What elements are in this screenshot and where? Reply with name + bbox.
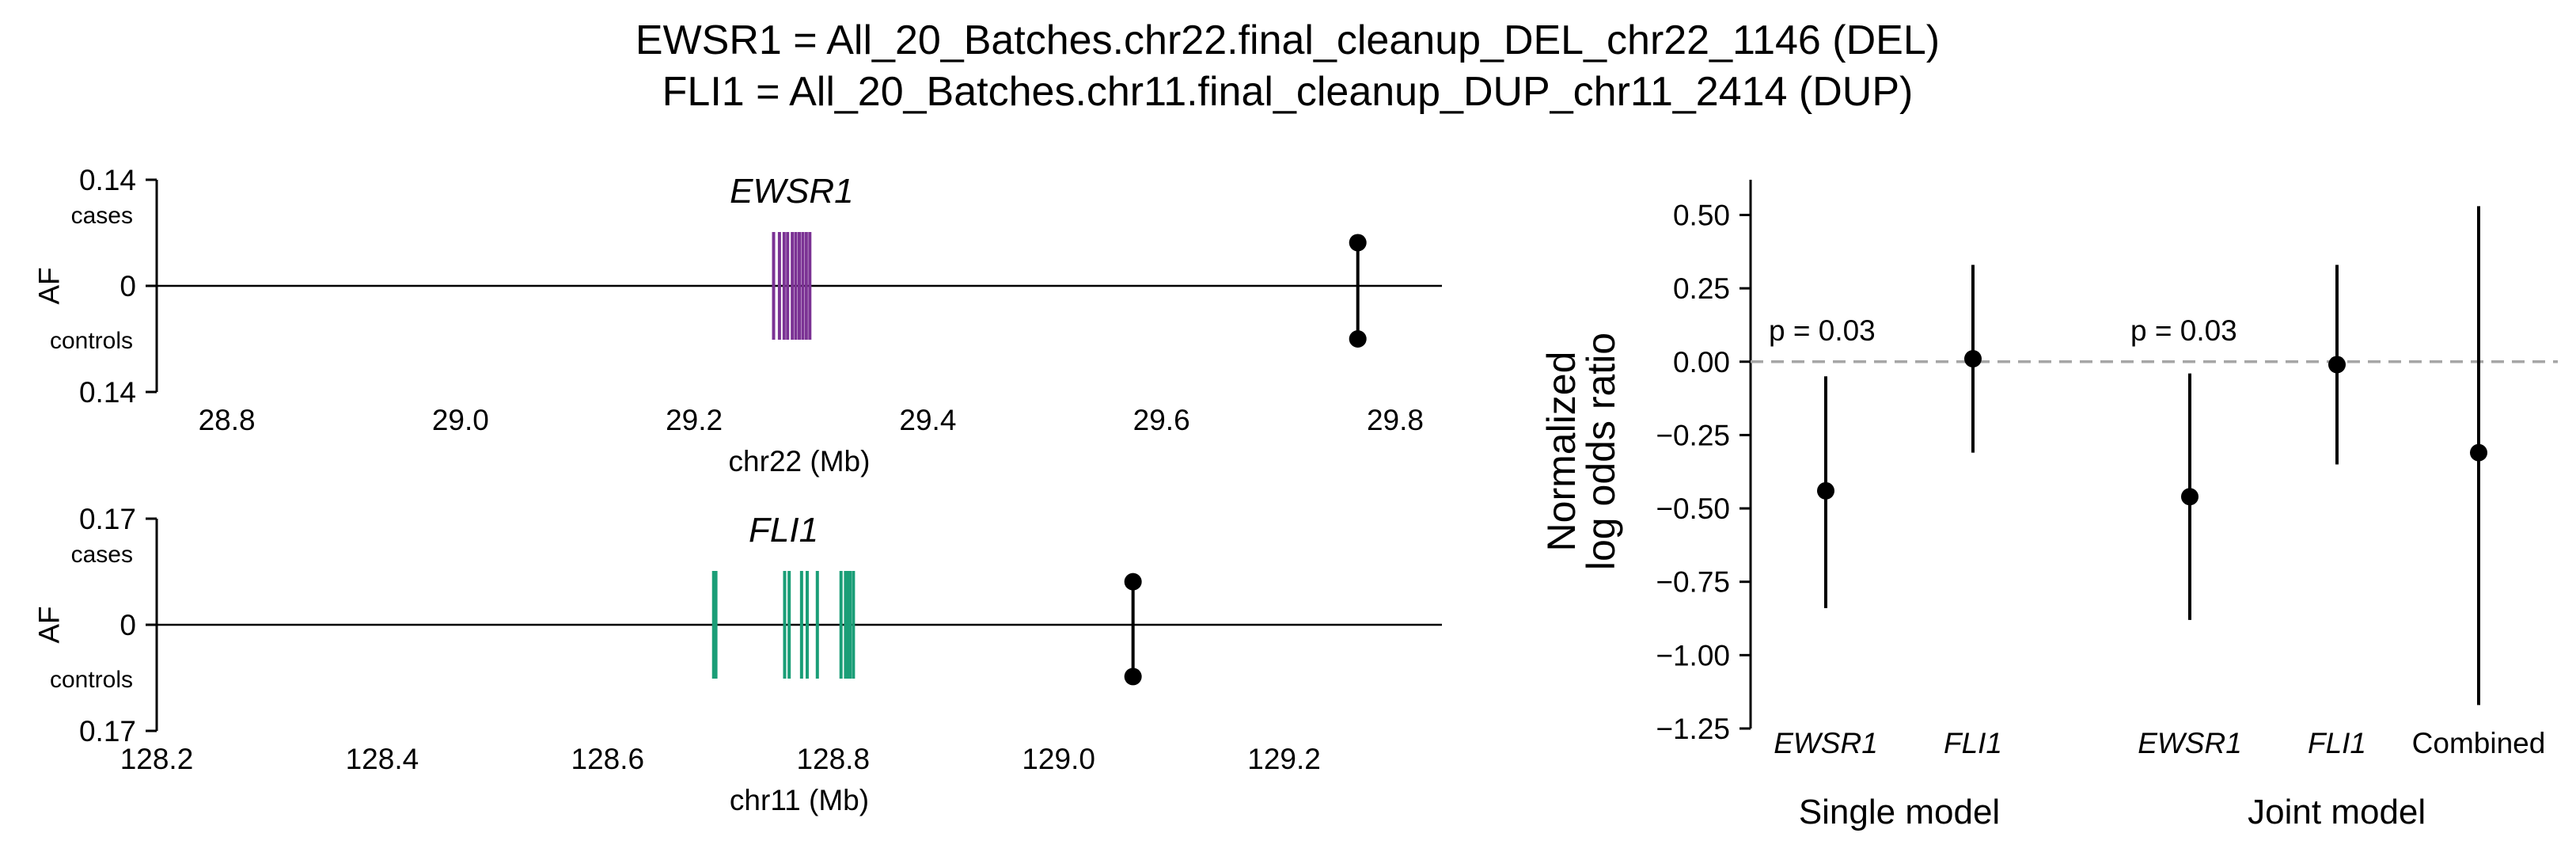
title-line-2: FLI1 = All_20_Batches.chr11.final_cleanu…	[662, 69, 1914, 115]
x-tick-label: 29.6	[1133, 404, 1190, 436]
y-axis-label: AF	[33, 267, 66, 304]
p-value-label: p = 0.03	[2130, 314, 2237, 347]
y-tick-label: 0.17	[79, 715, 136, 748]
estimate-point	[2181, 488, 2199, 506]
y-axis-label-line-1: Normalized	[1539, 352, 1584, 552]
cases-af-point	[1124, 573, 1142, 591]
x-tick-label: 128.6	[571, 743, 645, 775]
x-category-label: FLI1	[1944, 727, 2002, 759]
y-tick-label: −0.75	[1656, 566, 1730, 599]
title-line-1: EWSR1 = All_20_Batches.chr22.final_clean…	[635, 17, 1940, 63]
y-tick-label: 0	[120, 270, 136, 302]
x-category-label: EWSR1	[1774, 727, 1878, 759]
x-tick-label: 29.4	[899, 404, 956, 436]
x-tick-label: 28.8	[199, 404, 256, 436]
controls-af-point	[1349, 330, 1367, 348]
y-axis-label: AF	[33, 606, 66, 643]
y-tick-label: 0.50	[1673, 199, 1730, 231]
x-axis-label: chr22 (Mb)	[729, 445, 871, 477]
y-tick-label: 0.14	[79, 164, 136, 196]
ewsr1-locus-panel: 0.14 0 0.14 cases controls AF 28.8 29.0 29.2 29.4…	[33, 164, 1442, 477]
gene-label: FLI1	[749, 511, 818, 550]
cases-af-point	[1349, 234, 1367, 252]
y-tick-label: −1.00	[1656, 639, 1730, 671]
y-tick-label: 0	[120, 609, 136, 641]
x-category-label: Combined	[2412, 727, 2546, 759]
x-tick-label: 128.8	[796, 743, 870, 775]
controls-af-point	[1124, 668, 1142, 686]
x-category-label: FLI1	[2308, 727, 2366, 759]
fli1-locus-panel: 0.17 0 0.17 cases controls AF 128.2 128.4 128.6 1…	[33, 503, 1442, 816]
y-axis-label-line-2: log odds ratio	[1579, 333, 1623, 570]
estimate-point	[2470, 443, 2487, 462]
figure-title: EWSR1 = All_20_Batches.chr22.final_clean…	[635, 17, 1940, 115]
x-tick-label: 29.2	[666, 404, 723, 436]
cases-label: cases	[71, 203, 133, 229]
y-tick-label: 0.00	[1673, 346, 1730, 379]
x-tick-label: 129.0	[1022, 743, 1095, 775]
estimate-point	[2328, 356, 2346, 374]
y-tick-label: 0.25	[1673, 272, 1730, 305]
controls-label: controls	[50, 667, 133, 693]
y-tick-label: 0.17	[79, 503, 136, 535]
x-tick-label: 129.2	[1247, 743, 1321, 775]
x-tick-label: 128.2	[120, 743, 194, 775]
cases-label: cases	[71, 542, 133, 568]
y-tick-label: −0.25	[1656, 419, 1730, 451]
gene-label: EWSR1	[730, 172, 853, 211]
x-tick-label: 128.4	[346, 743, 419, 775]
x-tick-label: 29.8	[1367, 404, 1424, 436]
y-tick-label: 0.14	[79, 376, 136, 409]
x-axis-label: chr11 (Mb)	[730, 784, 869, 816]
y-tick-label: −1.25	[1656, 713, 1730, 745]
group-label: Joint model	[2248, 793, 2426, 831]
odds-ratio-panel: −1.25 −1.00 −0.75 −0.50 −0.25 0.00 0.25 0.50 Nor…	[1539, 180, 2558, 831]
p-value-label: p = 0.03	[1769, 314, 1876, 347]
x-category-label: EWSR1	[2138, 727, 2242, 759]
x-tick-label: 29.0	[432, 404, 489, 436]
controls-label: controls	[50, 328, 133, 354]
estimate-point	[1964, 350, 1982, 368]
estimate-point	[1817, 481, 1834, 500]
y-tick-label: −0.50	[1656, 493, 1730, 525]
group-label: Single model	[1799, 793, 2000, 831]
